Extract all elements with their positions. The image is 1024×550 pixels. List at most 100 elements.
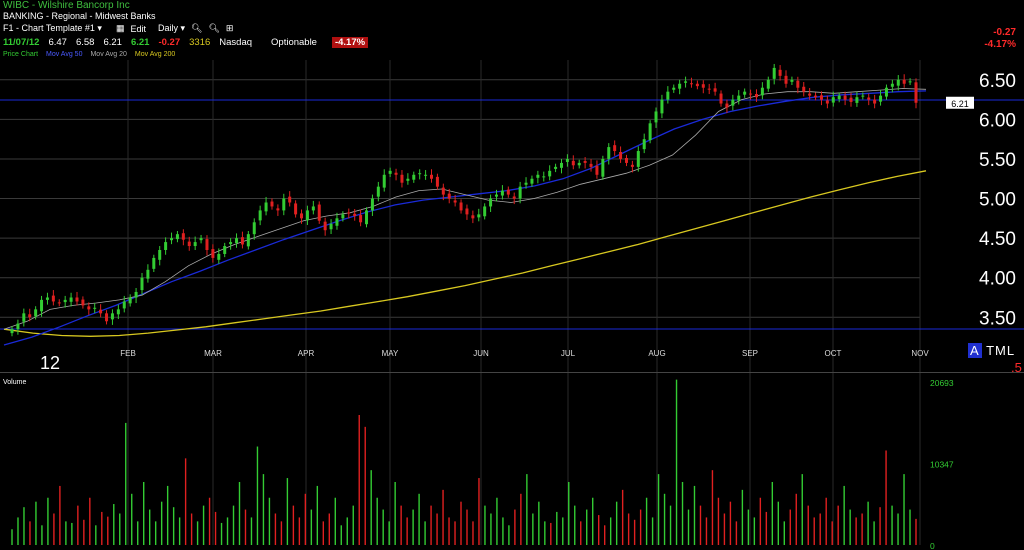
candle-body (518, 186, 522, 199)
candle-body (34, 309, 38, 317)
candle-body (654, 111, 658, 123)
candle-body (63, 299, 67, 303)
template-dropdown[interactable]: F1 - Chart Template #1 ▾ (3, 23, 102, 34)
candle-body (595, 165, 599, 175)
candle-body (370, 198, 374, 211)
candle-body (282, 198, 286, 211)
candle-body (743, 91, 747, 95)
candle-body (418, 173, 422, 175)
candle-body (300, 213, 304, 219)
candle-body (110, 313, 114, 320)
candle-body (317, 204, 321, 221)
candle-body (75, 297, 79, 302)
zoom-in-icon[interactable]: 🔍︎ (191, 23, 203, 33)
edit-button[interactable]: Edit (130, 23, 146, 34)
candle-body (406, 178, 410, 181)
candle-body (193, 242, 197, 247)
collapse-icon[interactable]: ⊞ (225, 23, 234, 33)
candle-body (861, 95, 865, 97)
candle-body (577, 162, 581, 166)
template-label: F1 - Chart Template #1 (3, 23, 95, 33)
candle-body (430, 174, 434, 179)
chevron-down-icon: ▾ (180, 23, 186, 33)
candle-body (22, 313, 26, 322)
candle-body (731, 99, 735, 106)
x-tick-label: JUL (561, 349, 576, 358)
x-tick-label: JUN (473, 349, 489, 358)
candle-body (542, 176, 546, 178)
candle-body (725, 103, 729, 108)
candle-body (258, 210, 262, 221)
candle-body (760, 87, 764, 96)
atml-rest: TML (986, 343, 1016, 358)
candle-body (240, 237, 244, 245)
legend-ma50: Mov Avg 50 (46, 51, 83, 58)
candle-body (666, 91, 670, 100)
volume-tick-label: 20693 (930, 378, 954, 388)
panel-divider (0, 372, 1024, 373)
period-dropdown[interactable]: Daily ▾ (158, 23, 185, 34)
candle-body (87, 306, 91, 310)
legend-ma20: Mov Avg 20 (90, 51, 127, 58)
y-tick-label: 4.00 (979, 269, 1016, 290)
x-tick-label: NOV (911, 349, 929, 358)
candle-body (512, 196, 516, 199)
y-tick-label: 6.00 (979, 110, 1016, 131)
chart-toolbar: F1 - Chart Template #1 ▾ ▦ Edit Daily ▾ … (3, 23, 233, 34)
candle-body (749, 93, 753, 95)
ma20-line (3, 88, 927, 330)
legend-ma200: Mov Avg 200 (134, 51, 176, 58)
quote-high: 6.58 (75, 37, 95, 48)
industry-group: BANKING - Regional - Midwest Banks (3, 11, 156, 21)
volume-tick-label: 0 (930, 541, 935, 550)
atml-link[interactable]: A TML (968, 343, 1015, 358)
x-tick-label: AUG (648, 349, 665, 358)
candle-body (843, 95, 847, 100)
candle-body (636, 151, 640, 167)
candle-body (435, 176, 439, 187)
candle-body (914, 82, 918, 103)
candle-body (459, 202, 463, 211)
right-pct-change: -4.17% (984, 39, 1016, 50)
candle-body (825, 100, 829, 104)
chevron-down-icon: ▾ (97, 23, 102, 33)
candle-body (554, 166, 558, 169)
zoom-out-icon[interactable]: 🔍︎ (208, 23, 220, 33)
candle-body (294, 203, 298, 215)
optionable-label: Optionable (271, 37, 317, 48)
candle-body (152, 257, 156, 269)
side-value: .5 (1011, 360, 1022, 375)
candle-body (559, 162, 563, 168)
candle-body (873, 99, 877, 104)
candle-body (796, 80, 800, 88)
candle-body (16, 323, 20, 330)
grid-icon[interactable]: ▦ (115, 23, 125, 33)
candle-body (382, 174, 386, 188)
candle-body (10, 329, 14, 334)
legend-price: Price Chart (3, 51, 39, 58)
candle-body (819, 95, 823, 100)
candle-body (571, 160, 575, 166)
candle-body (601, 158, 605, 177)
candle-body (359, 215, 363, 223)
candle-body (376, 186, 380, 197)
candle-body (884, 87, 888, 97)
volume-tick-label: 10347 (930, 459, 954, 469)
candle-body (524, 182, 528, 185)
candle-body (778, 69, 782, 76)
candle-body (270, 201, 274, 207)
atml-a: A (968, 343, 982, 358)
candle-body (684, 81, 688, 83)
candle-body (105, 313, 109, 322)
candle-body (494, 194, 498, 197)
candle-body (323, 221, 327, 231)
candle-body (471, 215, 475, 219)
candle-body (140, 277, 144, 291)
candle-body (199, 238, 203, 241)
candle-body (453, 200, 457, 203)
candle-body (648, 123, 652, 141)
candle-body (40, 299, 44, 312)
candle-body (701, 84, 705, 88)
last-price-label: 6.21 (951, 99, 969, 109)
x-tick-label: MAY (382, 349, 399, 358)
